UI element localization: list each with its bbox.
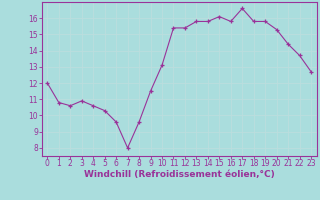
X-axis label: Windchill (Refroidissement éolien,°C): Windchill (Refroidissement éolien,°C) [84, 170, 275, 179]
